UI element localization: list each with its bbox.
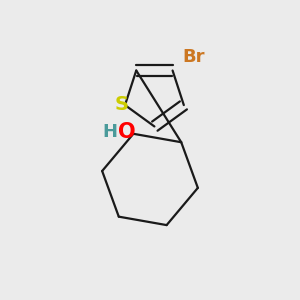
Text: O: O bbox=[118, 122, 135, 142]
Text: Br: Br bbox=[182, 48, 205, 66]
Text: H: H bbox=[102, 123, 117, 141]
Text: S: S bbox=[114, 95, 128, 114]
